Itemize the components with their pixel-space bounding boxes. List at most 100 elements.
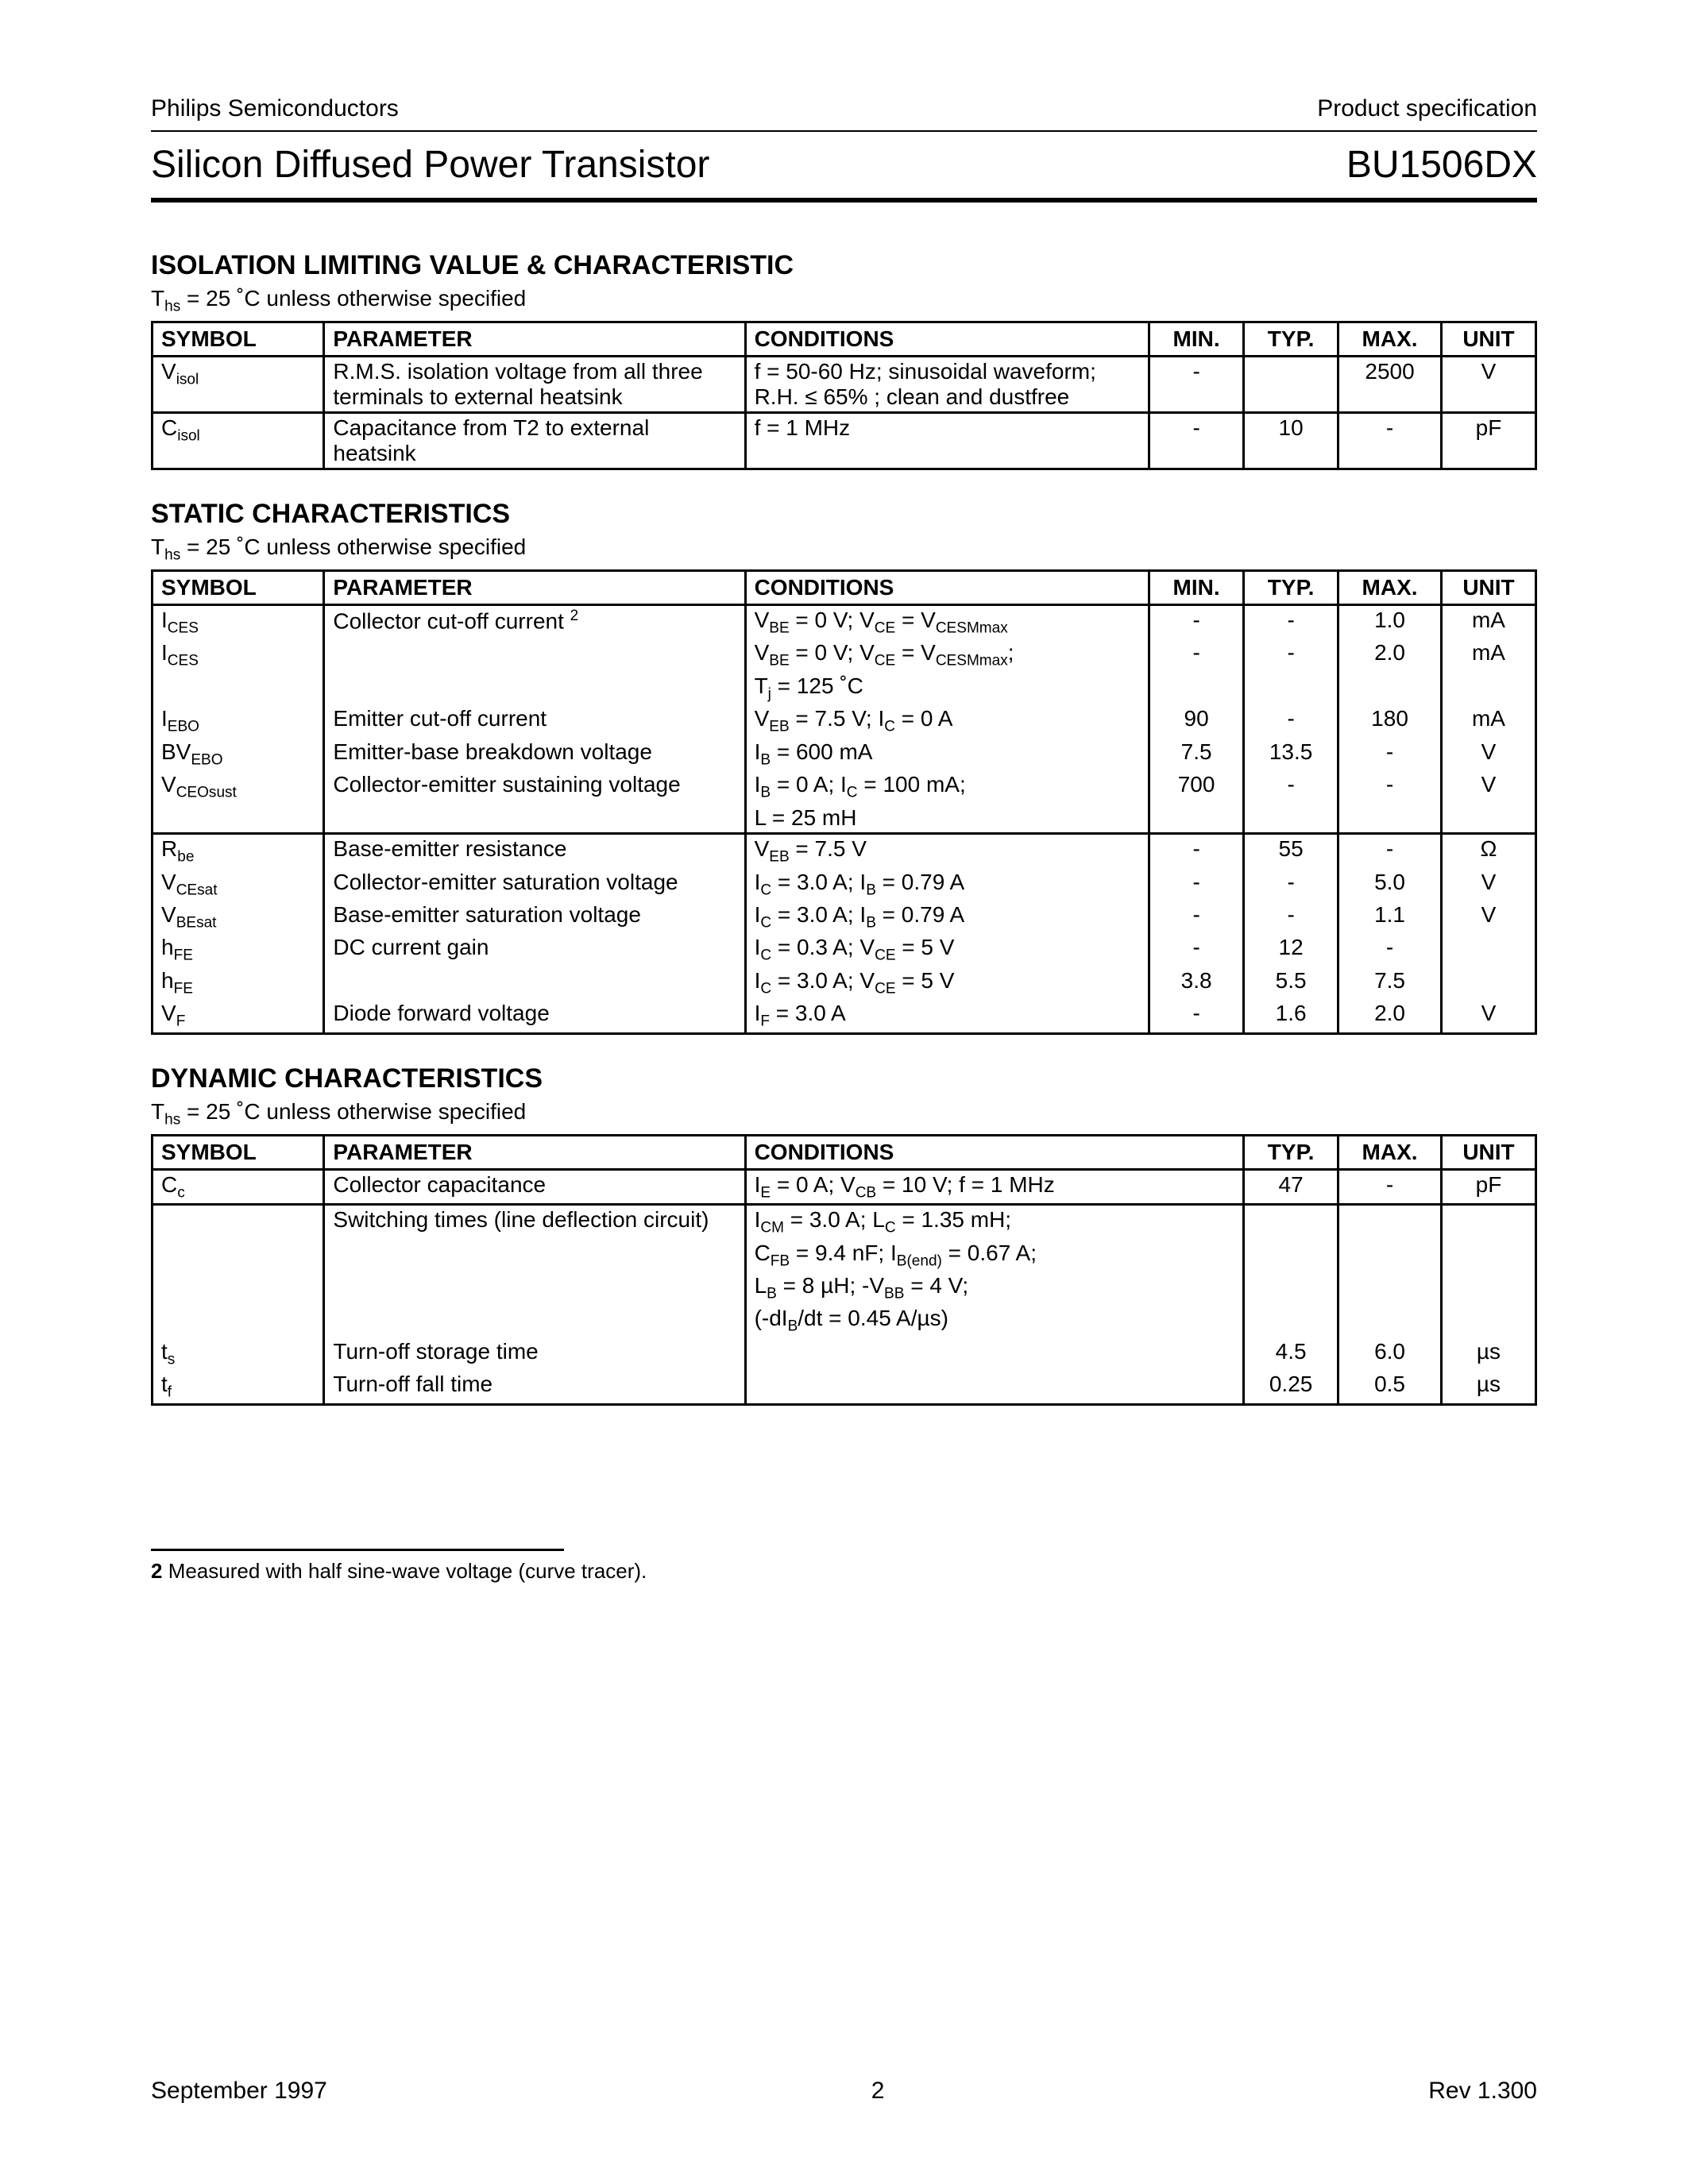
- parameter-cell: Turn-off fall time: [324, 1370, 745, 1404]
- parameter-cell: [324, 804, 745, 834]
- symbol-cell: BVEBO: [153, 738, 324, 770]
- table-row: RbeBase-emitter resistanceVEB = 7.5 V-55…: [153, 834, 1536, 868]
- table-row: (-dIB/dt = 0.45 A/µs): [153, 1304, 1536, 1337]
- value-cell: [1244, 672, 1338, 704]
- symbol-cell: VF: [153, 999, 324, 1033]
- value-cell: [1441, 1271, 1535, 1304]
- value-cell: -: [1149, 412, 1244, 469]
- page-header: Philips Semiconductors Product specifica…: [151, 95, 1537, 122]
- parameter-cell: Collector capacitance: [324, 1169, 745, 1204]
- col-header: MAX.: [1338, 570, 1442, 604]
- conditions-cell: [745, 1337, 1244, 1370]
- conditions-cell: IC = 0.3 A; VCE = 5 V: [745, 933, 1149, 966]
- value-cell: 1.1: [1338, 901, 1442, 933]
- value-cell: V: [1441, 901, 1535, 933]
- section-title-static: STATIC CHARACTERISTICS: [151, 499, 1537, 530]
- footnote-rule: [151, 1549, 564, 1551]
- col-header: MIN.: [1149, 570, 1244, 604]
- dynamic-note: Ths = 25 ˚C unless otherwise specified: [151, 1099, 1537, 1129]
- static-table: SYMBOLPARAMETERCONDITIONSMIN.TYP.MAX.UNI…: [151, 569, 1537, 1035]
- table-row: VBEsatBase-emitter saturation voltageIC …: [153, 901, 1536, 933]
- value-cell: 2.0: [1338, 999, 1442, 1033]
- table-row: CcCollector capacitanceIE = 0 A; VCB = 1…: [153, 1169, 1536, 1204]
- note-rest: = 25 ˚C unless otherwise specified: [180, 1099, 526, 1124]
- section-title-dynamic: DYNAMIC CHARACTERISTICS: [151, 1063, 1537, 1094]
- col-header: MIN.: [1149, 322, 1244, 356]
- conditions-cell: f = 1 MHz: [745, 412, 1149, 469]
- value-cell: -: [1149, 933, 1244, 966]
- value-cell: mA: [1441, 704, 1535, 737]
- parameter-cell: Base-emitter saturation voltage: [324, 901, 745, 933]
- footer-page: 2: [871, 2078, 885, 2105]
- table-row: LB = 8 µH; -VBB = 4 V;: [153, 1271, 1536, 1304]
- symbol-cell: VCEOsust: [153, 770, 324, 803]
- dynamic-table: SYMBOLPARAMETERCONDITIONSTYP.MAX.UNITCcC…: [151, 1134, 1537, 1406]
- value-cell: -: [1244, 704, 1338, 737]
- value-cell: -: [1338, 834, 1442, 868]
- value-cell: [1441, 1304, 1535, 1337]
- value-cell: µs: [1441, 1370, 1535, 1404]
- col-header: MAX.: [1338, 322, 1442, 356]
- parameter-cell: [324, 1239, 745, 1271]
- conditions-cell: CFB = 9.4 nF; IB(end) = 0.67 A;: [745, 1239, 1244, 1271]
- value-cell: -: [1149, 639, 1244, 671]
- value-cell: pF: [1441, 412, 1535, 469]
- col-header: PARAMETER: [324, 322, 745, 356]
- section-title-isolation: ISOLATION LIMITING VALUE & CHARACTERISTI…: [151, 250, 1537, 281]
- table-row: tfTurn-off fall time0.250.5µs: [153, 1370, 1536, 1404]
- value-cell: [1441, 967, 1535, 999]
- conditions-cell: VEB = 7.5 V: [745, 834, 1149, 868]
- value-cell: -: [1338, 412, 1442, 469]
- value-cell: V: [1441, 999, 1535, 1033]
- isolation-table: SYMBOLPARAMETERCONDITIONSMIN.TYP.MAX.UNI…: [151, 321, 1537, 471]
- conditions-cell: f = 50-60 Hz; sinusoidal waveform;R.H. ≤…: [745, 356, 1149, 412]
- value-cell: 10: [1244, 412, 1338, 469]
- conditions-cell: VBE = 0 V; VCE = VCESMmax;: [745, 639, 1149, 671]
- symbol-cell: ts: [153, 1337, 324, 1370]
- value-cell: 3.8: [1149, 967, 1244, 999]
- symbol-cell: [153, 1271, 324, 1304]
- value-cell: 13.5: [1244, 738, 1338, 770]
- value-cell: 5.5: [1244, 967, 1338, 999]
- table-row: BVEBOEmitter-base breakdown voltageIB = …: [153, 738, 1536, 770]
- conditions-cell: IE = 0 A; VCB = 10 V; f = 1 MHz: [745, 1169, 1244, 1204]
- value-cell: 2500: [1338, 356, 1442, 412]
- col-header: SYMBOL: [153, 570, 324, 604]
- value-cell: 180: [1338, 704, 1442, 737]
- value-cell: Ω: [1441, 834, 1535, 868]
- conditions-cell: IB = 0 A; IC = 100 mA;: [745, 770, 1149, 803]
- table-row: CFB = 9.4 nF; IB(end) = 0.67 A;: [153, 1239, 1536, 1271]
- symbol-cell: IEBO: [153, 704, 324, 737]
- symbol-cell: hFE: [153, 967, 324, 999]
- table-row: VCEsatCollector-emitter saturation volta…: [153, 868, 1536, 901]
- col-header: CONDITIONS: [745, 570, 1149, 604]
- value-cell: [1244, 1205, 1338, 1239]
- value-cell: V: [1441, 868, 1535, 901]
- col-header: SYMBOL: [153, 1135, 324, 1169]
- value-cell: 6.0: [1338, 1337, 1442, 1370]
- col-header: UNIT: [1441, 1135, 1535, 1169]
- value-cell: [1149, 672, 1244, 704]
- footer-rev: Rev 1.300: [1428, 2078, 1537, 2105]
- value-cell: [1149, 804, 1244, 834]
- value-cell: [1441, 672, 1535, 704]
- parameter-cell: DC current gain: [324, 933, 745, 966]
- value-cell: V: [1441, 770, 1535, 803]
- table-row: ICESCollector cut-off current 2VBE = 0 V…: [153, 604, 1536, 639]
- value-cell: pF: [1441, 1169, 1535, 1204]
- value-cell: 7.5: [1338, 967, 1442, 999]
- conditions-cell: IC = 3.0 A; IB = 0.79 A: [745, 868, 1149, 901]
- title-row: Silicon Diffused Power Transistor BU1506…: [151, 143, 1537, 187]
- value-cell: [1244, 804, 1338, 834]
- parameter-cell: Collector-emitter sustaining voltage: [324, 770, 745, 803]
- page-footer: September 1997 2 Rev 1.300: [151, 2078, 1537, 2105]
- col-header: UNIT: [1441, 570, 1535, 604]
- value-cell: mA: [1441, 604, 1535, 639]
- parameter-cell: Emitter cut-off current: [324, 704, 745, 737]
- value-cell: 47: [1244, 1169, 1338, 1204]
- part-number: BU1506DX: [1346, 143, 1537, 187]
- parameter-cell: Diode forward voltage: [324, 999, 745, 1033]
- conditions-cell: [745, 1370, 1244, 1404]
- value-cell: V: [1441, 738, 1535, 770]
- footer-date: September 1997: [151, 2078, 327, 2105]
